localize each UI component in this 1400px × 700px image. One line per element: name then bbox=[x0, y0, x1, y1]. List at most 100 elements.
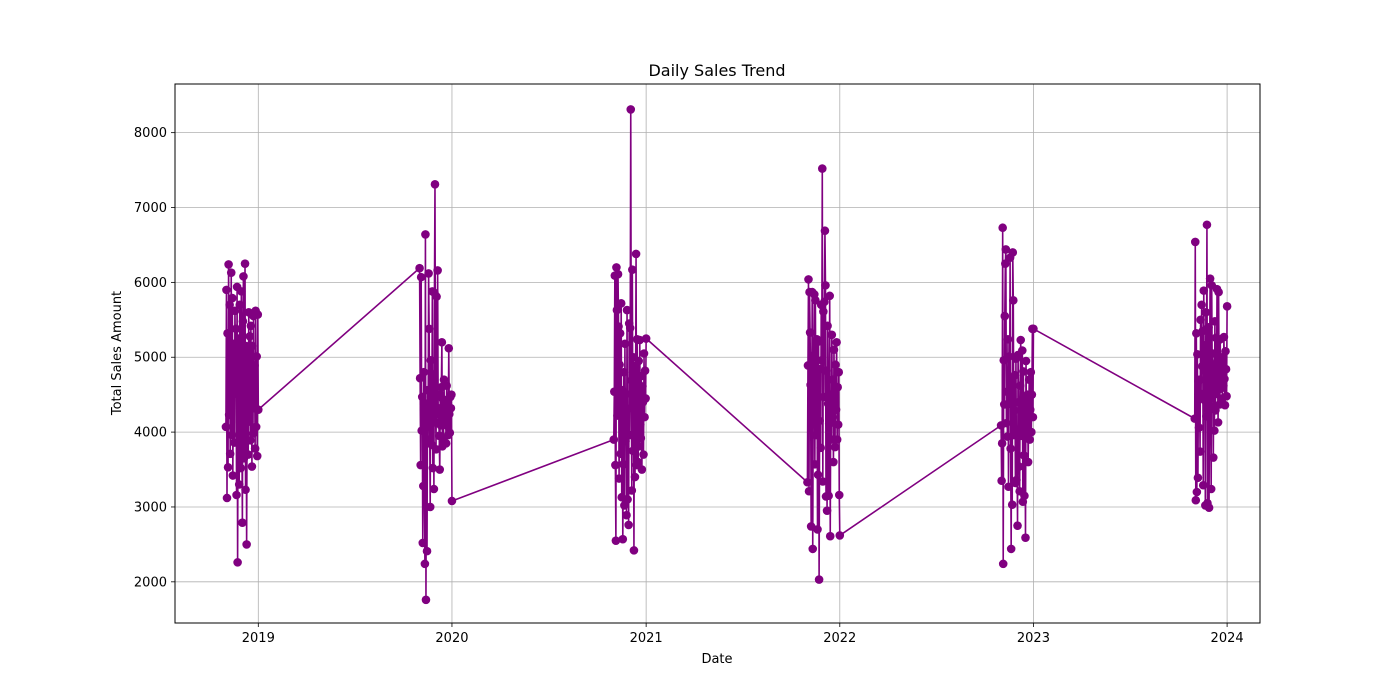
data-point bbox=[833, 420, 843, 429]
data-point bbox=[447, 390, 456, 399]
data-point bbox=[424, 324, 434, 334]
data-point bbox=[835, 531, 845, 540]
data-point bbox=[822, 366, 831, 376]
data-point bbox=[619, 459, 628, 469]
data-point bbox=[1222, 302, 1232, 311]
data-point bbox=[1206, 484, 1216, 494]
data-point bbox=[1004, 352, 1014, 361]
data-point bbox=[232, 490, 241, 500]
data-point bbox=[620, 339, 630, 349]
data-point bbox=[1220, 374, 1229, 384]
data-point bbox=[1005, 399, 1014, 408]
data-point bbox=[1200, 340, 1210, 350]
data-point bbox=[622, 510, 631, 520]
x-tick-label: 2024 bbox=[1211, 631, 1244, 646]
data-point bbox=[241, 485, 250, 495]
data-point bbox=[998, 223, 1007, 233]
data-point bbox=[1221, 364, 1231, 374]
y-tick-label: 2000 bbox=[134, 575, 167, 590]
data-point bbox=[636, 433, 646, 443]
data-point bbox=[1203, 380, 1213, 390]
data-point bbox=[240, 259, 250, 268]
data-point bbox=[1193, 473, 1203, 483]
data-point bbox=[830, 442, 840, 452]
y-axis-label: Total Sales Amount bbox=[110, 291, 125, 416]
data-point bbox=[614, 474, 624, 483]
data-point bbox=[631, 249, 641, 259]
data-point bbox=[1205, 274, 1215, 283]
data-point bbox=[428, 463, 438, 473]
data-point bbox=[1004, 482, 1013, 492]
data-point bbox=[834, 367, 844, 377]
data-point bbox=[625, 323, 635, 333]
y-tick-label: 3000 bbox=[134, 500, 167, 515]
data-point bbox=[447, 496, 457, 506]
data-point bbox=[629, 546, 639, 555]
data-point bbox=[222, 285, 231, 295]
data-point bbox=[443, 421, 453, 431]
data-point bbox=[631, 405, 640, 414]
data-point bbox=[246, 321, 256, 331]
data-point bbox=[619, 367, 629, 377]
y-tick-label: 8000 bbox=[134, 126, 167, 141]
data-point bbox=[826, 390, 836, 399]
data-point bbox=[1003, 334, 1013, 344]
data-point bbox=[1025, 405, 1035, 414]
data-point bbox=[425, 502, 435, 512]
data-point bbox=[1209, 360, 1219, 370]
data-point bbox=[821, 281, 830, 290]
data-point bbox=[816, 443, 825, 453]
data-point bbox=[641, 394, 650, 403]
data-point bbox=[829, 457, 838, 467]
data-point bbox=[618, 534, 628, 544]
data-point bbox=[432, 292, 441, 301]
data-point bbox=[1202, 220, 1212, 230]
data-point bbox=[811, 296, 820, 305]
y-tick-label: 5000 bbox=[134, 351, 167, 366]
data-point bbox=[636, 420, 645, 429]
data-point bbox=[228, 293, 237, 303]
x-tick-label: 2021 bbox=[630, 631, 663, 646]
data-point bbox=[832, 337, 841, 347]
data-point bbox=[1028, 412, 1038, 422]
data-point bbox=[226, 268, 236, 277]
data-point bbox=[1007, 500, 1017, 510]
data-point bbox=[812, 382, 821, 391]
data-point bbox=[611, 536, 621, 545]
data-point bbox=[416, 460, 425, 470]
data-point bbox=[831, 405, 841, 414]
data-point bbox=[817, 164, 827, 173]
data-point bbox=[823, 321, 832, 331]
data-point bbox=[824, 491, 833, 501]
data-point bbox=[621, 389, 631, 399]
data-point bbox=[819, 307, 828, 316]
data-point bbox=[1210, 317, 1220, 326]
data-point bbox=[1190, 414, 1200, 423]
data-point bbox=[1195, 447, 1205, 456]
data-point bbox=[1012, 475, 1021, 485]
data-point bbox=[224, 410, 234, 420]
data-point bbox=[1209, 453, 1218, 462]
data-point bbox=[248, 341, 257, 351]
data-point bbox=[1017, 423, 1027, 432]
data-point bbox=[815, 416, 824, 426]
data-point bbox=[252, 352, 262, 361]
data-point bbox=[803, 477, 812, 487]
data-point bbox=[1197, 361, 1207, 371]
data-point bbox=[238, 518, 247, 527]
data-point bbox=[627, 486, 637, 495]
data-point bbox=[1210, 426, 1219, 435]
data-point bbox=[246, 436, 255, 445]
data-point bbox=[235, 366, 245, 376]
data-point bbox=[435, 465, 445, 474]
data-point bbox=[225, 449, 235, 459]
data-point bbox=[612, 305, 622, 315]
y-tick-label: 7000 bbox=[134, 201, 167, 216]
data-point bbox=[637, 465, 647, 474]
y-axis: 2000 3000 4000 5000 6000 7000 8000 bbox=[134, 126, 175, 590]
data-point bbox=[1198, 480, 1208, 490]
data-point bbox=[613, 269, 623, 279]
data-point bbox=[1010, 370, 1020, 380]
data-point bbox=[420, 559, 430, 569]
